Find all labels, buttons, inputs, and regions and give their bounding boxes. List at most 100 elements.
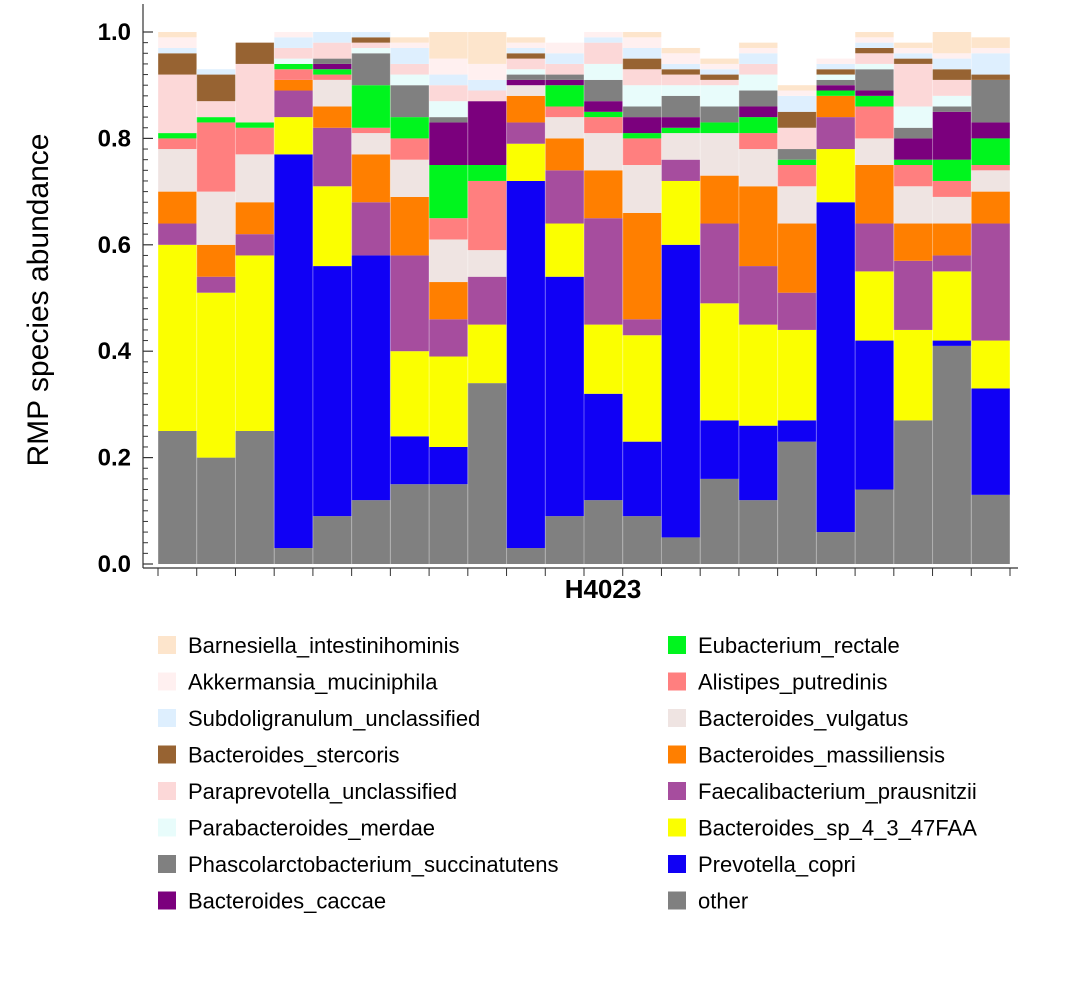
bar-segment (429, 32, 468, 59)
y-tick-label: 0.6 (98, 232, 131, 259)
bar-segment (235, 255, 274, 431)
bar-segment (429, 357, 468, 447)
bar-segment (623, 165, 662, 213)
bar-segment (584, 394, 623, 500)
bar-segment (274, 32, 313, 37)
bar-segment (623, 59, 662, 70)
bar-segment (197, 75, 236, 102)
bar-segment (158, 133, 197, 138)
bar-segment (855, 341, 894, 490)
bar-segment (274, 80, 313, 91)
bar-segment (700, 85, 739, 106)
bar-segment (429, 447, 468, 484)
bar-segment (933, 341, 972, 346)
legend-label: Phascolarctobacterium_succinatutens (188, 852, 559, 877)
bar-segment (623, 319, 662, 335)
bar-segment (390, 48, 429, 64)
bar-segment (313, 59, 352, 64)
bar-segment (739, 64, 778, 75)
legend-swatch (668, 855, 686, 873)
legend-swatch (668, 673, 686, 691)
bar-segment (158, 149, 197, 192)
bar-segment (700, 224, 739, 304)
bar-segment (429, 165, 468, 218)
bar-segment (739, 133, 778, 149)
bar-segment (584, 37, 623, 42)
bar-segment (855, 37, 894, 42)
bar-segment (894, 43, 933, 48)
bar-segment (197, 293, 236, 458)
bar-segment (894, 59, 933, 64)
bar-segment (352, 255, 391, 500)
bar-segment (816, 85, 855, 90)
bar-segment (584, 325, 623, 394)
bar-segment (158, 75, 197, 134)
bar-segment (971, 495, 1010, 564)
bar-segment (429, 282, 468, 319)
bar-segment (778, 420, 817, 441)
bar-segment (507, 181, 546, 548)
bar-segment (933, 59, 972, 70)
bar-segment (855, 91, 894, 96)
bar-segment (158, 245, 197, 431)
bar-segment (933, 112, 972, 160)
bar-segment (855, 165, 894, 224)
y-tick-label: 1.0 (98, 19, 131, 46)
bar-segment (545, 53, 584, 64)
legend-swatch (158, 673, 176, 691)
bar-segment (933, 80, 972, 96)
bar-segment (778, 149, 817, 160)
bar-segment (468, 91, 507, 102)
bars-group (158, 32, 1010, 564)
bar-segment (235, 43, 274, 64)
bar-segment (313, 186, 352, 266)
bar-segment (507, 59, 546, 70)
bar-segment (661, 537, 700, 564)
bar-segment (545, 117, 584, 138)
bar-segment (313, 32, 352, 43)
bar-segment (816, 80, 855, 85)
bar-segment (352, 133, 391, 154)
bar-segment (778, 160, 817, 165)
bar-segment (507, 144, 546, 181)
bar-segment (739, 48, 778, 53)
bar-segment (971, 37, 1010, 48)
bar-segment (352, 32, 391, 37)
bar-segment (584, 218, 623, 324)
bar-segment (623, 106, 662, 117)
bar-segment (197, 69, 236, 74)
bar-segment (545, 277, 584, 516)
bar-segment (855, 138, 894, 165)
bar-segment (235, 128, 274, 155)
bar-segment (700, 106, 739, 122)
bar-segment (507, 85, 546, 96)
bar-segment (507, 75, 546, 80)
bar-segment (739, 325, 778, 426)
bar-segment (700, 479, 739, 564)
bar-segment (507, 37, 546, 42)
bar-segment (352, 43, 391, 48)
bar-segment (390, 160, 429, 197)
bar-segment (468, 181, 507, 250)
legend-label: Prevotella_copri (698, 852, 856, 877)
bar-segment (507, 122, 546, 143)
bar-segment (313, 64, 352, 69)
bar-segment (855, 106, 894, 138)
bar-segment (507, 80, 546, 85)
bar-segment (894, 261, 933, 330)
bar-segment (429, 239, 468, 282)
y-axis-label: RMP species abundance (22, 134, 55, 467)
legend-swatch (668, 709, 686, 727)
bar-segment (390, 75, 429, 86)
bar-segment (507, 53, 546, 58)
bar-segment (584, 64, 623, 80)
bar-segment (545, 64, 584, 75)
legend-label: Eubacterium_rectale (698, 633, 900, 658)
bar-segment (778, 293, 817, 330)
bar-segment (468, 101, 507, 165)
bar-segment (468, 325, 507, 384)
bar-segment (545, 43, 584, 54)
bar-segment (390, 37, 429, 42)
bar-segment (429, 319, 468, 356)
bar-segment (274, 154, 313, 548)
